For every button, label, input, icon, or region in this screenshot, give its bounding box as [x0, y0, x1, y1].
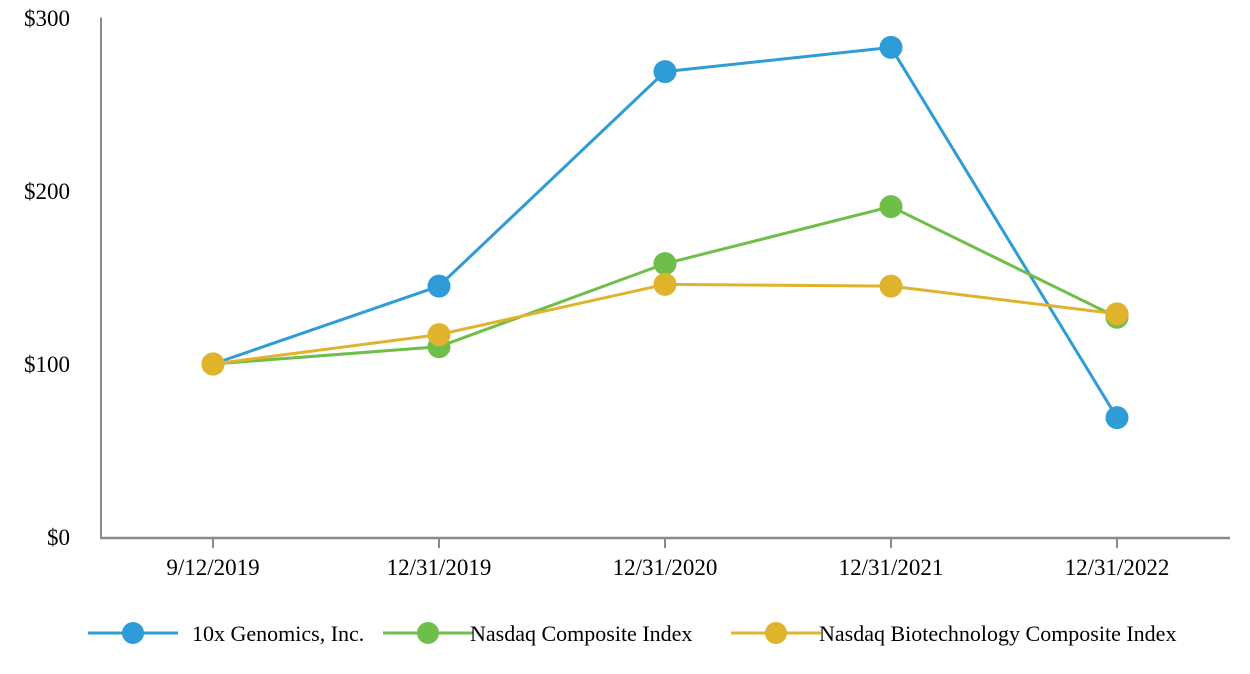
legend-label: Nasdaq Composite Index — [470, 621, 692, 646]
data-point-marker — [1105, 406, 1129, 430]
x-tick-label: 12/31/2019 — [387, 555, 492, 580]
x-tick-label: 12/31/2021 — [839, 555, 944, 580]
data-point-marker — [201, 352, 225, 376]
legend-item-10x-genomics-inc: 10x Genomics, Inc. — [88, 621, 364, 646]
series-line — [211, 45, 1119, 420]
x-tick-label: 12/31/2022 — [1065, 555, 1170, 580]
data-point-marker — [879, 274, 903, 298]
y-tick-label: $100 — [24, 352, 70, 377]
data-point-marker — [653, 252, 677, 276]
series-nasdaq-biotechnology-composite-index — [201, 272, 1129, 376]
data-point-marker — [427, 323, 451, 347]
y-tick-label: $300 — [24, 6, 70, 31]
legend-item-nasdaq-composite-index: Nasdaq Composite Index — [383, 621, 692, 646]
series-10x-genomics-inc — [201, 35, 1129, 430]
data-point-marker — [879, 195, 903, 219]
data-point-marker — [427, 274, 451, 298]
legend-label: Nasdaq Biotechnology Composite Index — [819, 621, 1176, 646]
legend-item-nasdaq-biotechnology-composite-index: Nasdaq Biotechnology Composite Index — [731, 621, 1176, 646]
x-tick-label: 9/12/2019 — [166, 555, 259, 580]
data-point-marker — [1105, 302, 1129, 326]
legend-marker-dot — [417, 622, 439, 644]
series-line — [211, 282, 1119, 366]
y-tick-label: $0 — [47, 525, 70, 550]
y-tick-label: $200 — [24, 179, 70, 204]
x-tick-label: 12/31/2020 — [613, 555, 718, 580]
x-axis-ticks: 9/12/2019 12/31/2019 12/31/2020 12/31/2021 1… — [166, 539, 1169, 580]
legend: 10x Genomics, Inc. Nasdaq Composite Index… — [88, 621, 1176, 646]
legend-marker-dot — [765, 622, 787, 644]
data-point-marker — [653, 272, 677, 296]
data-point-marker — [653, 60, 677, 84]
axes — [100, 17, 1230, 540]
legend-marker-dot — [122, 622, 144, 644]
legend-label: 10x Genomics, Inc. — [192, 621, 364, 646]
data-point-marker — [879, 35, 903, 59]
y-axis-tick-labels: $0 $100 $200 $300 — [24, 6, 70, 550]
